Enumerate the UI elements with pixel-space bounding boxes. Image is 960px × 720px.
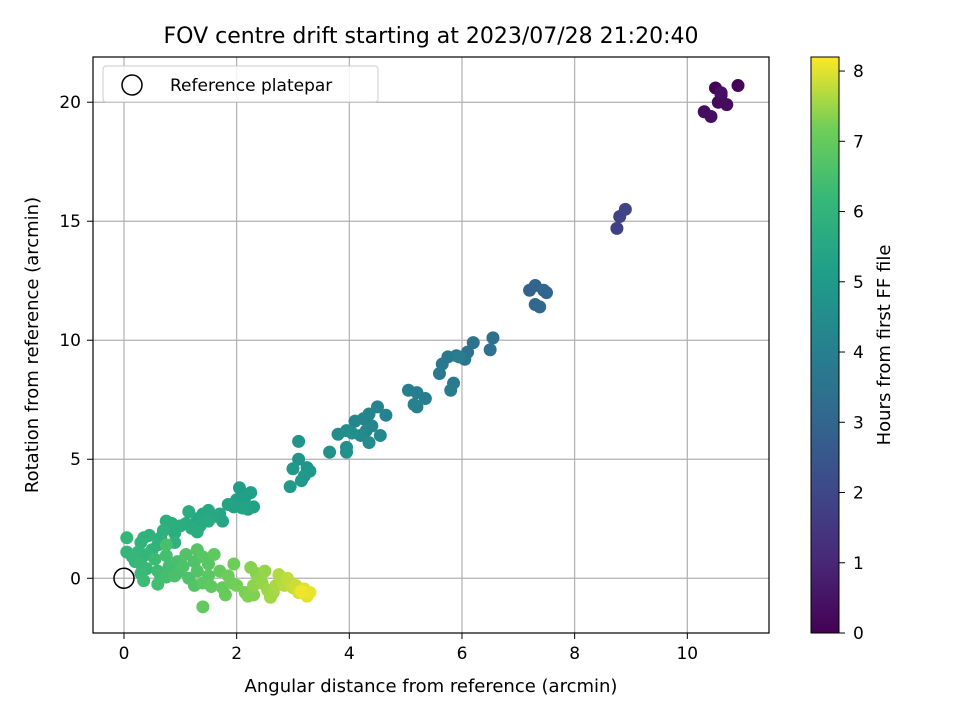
x-axis-label: Angular distance from reference (arcmin) bbox=[245, 676, 618, 697]
colorbar-tick-label: 5 bbox=[853, 273, 864, 293]
data-point bbox=[720, 98, 734, 112]
data-point bbox=[292, 434, 306, 448]
data-point bbox=[362, 436, 376, 450]
chart-title: FOV centre drift starting at 2023/07/28 … bbox=[164, 24, 699, 49]
colorbar-tick-label: 3 bbox=[853, 413, 864, 433]
colorbar-tick-label: 2 bbox=[853, 484, 864, 504]
x-tick-label: 10 bbox=[676, 644, 698, 664]
data-point bbox=[373, 428, 387, 442]
data-point bbox=[704, 110, 718, 124]
data-point bbox=[201, 557, 215, 571]
data-point bbox=[190, 525, 204, 539]
data-point bbox=[137, 574, 151, 588]
colorbar-tick-label: 1 bbox=[853, 554, 864, 574]
data-point bbox=[714, 86, 728, 100]
x-axis-ticks: 0 2 4 6 8 10 bbox=[119, 633, 698, 664]
data-point bbox=[235, 501, 249, 515]
colorbar-ticks: 0 1 2 3 4 5 6 7 8 bbox=[839, 62, 864, 644]
data-point bbox=[148, 552, 162, 566]
data-point bbox=[407, 398, 421, 412]
y-tick-label: 10 bbox=[59, 331, 81, 351]
data-point bbox=[204, 580, 218, 594]
data-point bbox=[283, 480, 297, 494]
data-point bbox=[286, 462, 300, 476]
data-point bbox=[168, 569, 182, 583]
data-point bbox=[731, 79, 745, 93]
data-point bbox=[227, 557, 241, 571]
legend-marker-icon bbox=[121, 74, 143, 96]
colorbar-gradient bbox=[810, 56, 840, 634]
colorbar-tick-label: 8 bbox=[853, 62, 864, 82]
data-point bbox=[190, 564, 204, 578]
plot-frame bbox=[92, 56, 770, 634]
data-point bbox=[533, 300, 547, 314]
data-point bbox=[159, 549, 173, 563]
legend-entry-reference-platepar: Reference platepar bbox=[170, 76, 332, 96]
legend-box bbox=[102, 65, 379, 103]
data-point bbox=[348, 414, 362, 428]
data-point bbox=[618, 202, 632, 216]
data-points bbox=[120, 79, 745, 614]
colorbar-tick-label: 6 bbox=[853, 203, 864, 223]
x-tick-label: 4 bbox=[344, 644, 355, 664]
reference-platepar-marker bbox=[113, 567, 135, 590]
data-point bbox=[466, 336, 480, 350]
data-point bbox=[221, 497, 235, 511]
y-axis-ticks: 0 5 10 15 20 bbox=[59, 93, 93, 589]
data-point bbox=[294, 474, 308, 488]
data-point bbox=[486, 331, 500, 345]
colorbar-label: Hours from first FF file bbox=[874, 245, 895, 446]
colorbar: 0 1 2 3 4 5 6 7 8 Hours from first FF file bbox=[810, 56, 895, 644]
x-tick-label: 6 bbox=[457, 644, 468, 664]
data-point bbox=[120, 531, 134, 545]
colorbar-tick-label: 7 bbox=[853, 132, 864, 152]
data-point bbox=[452, 350, 466, 364]
data-point bbox=[218, 588, 232, 602]
data-point bbox=[483, 343, 497, 357]
data-point bbox=[610, 221, 624, 235]
y-tick-label: 0 bbox=[70, 569, 81, 589]
data-point bbox=[432, 367, 446, 381]
data-point bbox=[323, 445, 337, 459]
data-point bbox=[539, 286, 553, 300]
y-axis-label: Rotation from reference (arcmin) bbox=[22, 197, 43, 493]
legend: Reference platepar bbox=[102, 65, 379, 103]
colorbar-tick-label: 4 bbox=[853, 343, 864, 363]
data-point bbox=[444, 383, 458, 397]
x-tick-label: 8 bbox=[569, 644, 580, 664]
data-point bbox=[182, 505, 196, 519]
data-point bbox=[340, 445, 353, 459]
data-point bbox=[292, 452, 306, 466]
data-point bbox=[247, 588, 261, 602]
data-point bbox=[401, 383, 415, 397]
data-point bbox=[176, 559, 190, 573]
data-point bbox=[331, 427, 345, 441]
x-tick-label: 2 bbox=[231, 644, 242, 664]
data-point bbox=[159, 538, 173, 552]
data-point bbox=[258, 564, 272, 578]
data-point bbox=[207, 547, 221, 561]
data-point bbox=[379, 408, 393, 422]
y-tick-label: 20 bbox=[59, 93, 81, 113]
data-point bbox=[196, 600, 210, 614]
x-tick-label: 0 bbox=[119, 644, 130, 664]
y-tick-label: 15 bbox=[59, 212, 81, 232]
y-tick-label: 5 bbox=[70, 450, 81, 470]
data-point bbox=[345, 426, 359, 440]
data-point bbox=[232, 481, 246, 495]
data-point bbox=[294, 584, 308, 598]
colorbar-tick-label: 0 bbox=[853, 624, 864, 644]
